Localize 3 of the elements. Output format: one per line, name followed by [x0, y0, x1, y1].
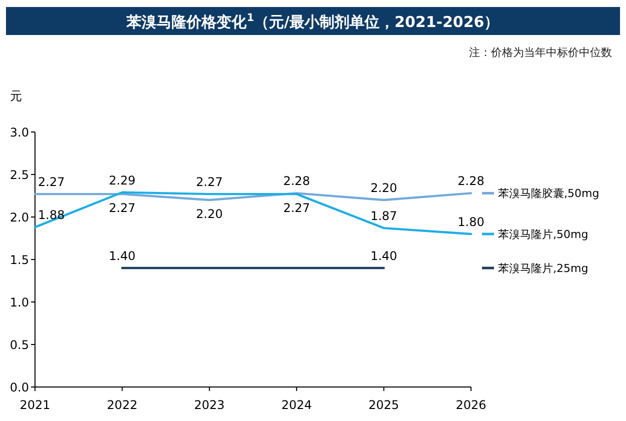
title: 苯溴马隆价格变化$^{1}$（元/最小制剂单位，2021-2026）: [126, 12, 500, 31]
subtitle: 注：价格为当年中标价中位数: [469, 46, 612, 59]
ylabel: 元: [10, 89, 22, 103]
